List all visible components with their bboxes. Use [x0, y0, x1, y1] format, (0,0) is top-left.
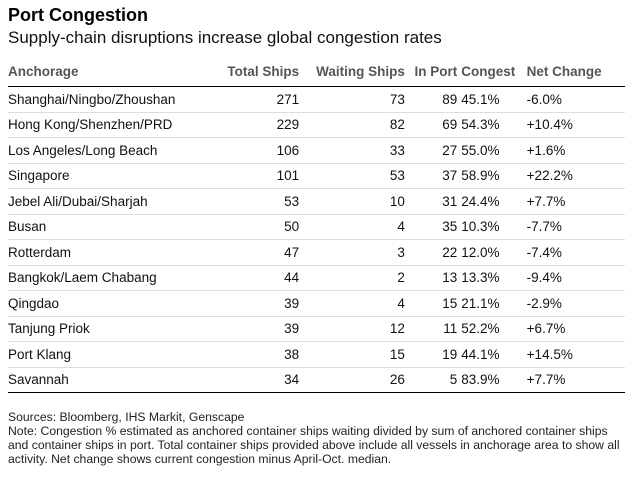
- cell-in-port: 27: [404, 137, 458, 164]
- cell-net-change: -2.9%: [522, 290, 625, 317]
- cell-total-ships: 38: [210, 341, 300, 368]
- cell-total-ships: 271: [210, 86, 300, 113]
- cell-in-port: 35: [404, 214, 458, 240]
- cell-anchorage: Savannah: [8, 367, 211, 393]
- cell-congest: 21.1%: [457, 290, 523, 317]
- cell-total-ships: 53: [210, 188, 300, 215]
- cell-anchorage: Rotterdam: [8, 239, 211, 266]
- cell-net-change: +7.7%: [522, 188, 625, 215]
- table-body: Shanghai/Ningbo/Zhoushan 271 73 89 45.1% -6.0…: [8, 86, 625, 393]
- cell-anchorage: Los Angeles/Long Beach: [8, 137, 211, 164]
- table-row: Jebel Ali/Dubai/Sharjah 53 10 31 24.4% +7.7%: [8, 188, 625, 215]
- cell-total-ships: 44: [210, 265, 300, 291]
- cell-congest: 24.4%: [457, 188, 523, 215]
- cell-congest: 13.3%: [457, 265, 523, 291]
- cell-waiting-ships: 53: [299, 163, 405, 189]
- table-row: Port Klang 38 15 19 44.1% +14.5%: [8, 341, 625, 368]
- cell-net-change: +7.7%: [522, 367, 625, 393]
- table-row: Tanjung Priok 39 12 11 52.2% +6.7%: [8, 316, 625, 342]
- cell-anchorage: Bangkok/Laem Chabang: [8, 265, 211, 291]
- table-row: Los Angeles/Long Beach 106 33 27 55.0% +1.6%: [8, 137, 625, 164]
- chart-subtitle: Supply-chain disruptions increase global…: [8, 28, 442, 47]
- cell-congest: 44.1%: [457, 341, 523, 368]
- sources-text: Sources: Bloomberg, IHS Markit, Genscape: [8, 410, 245, 424]
- cell-congest: 54.3%: [457, 112, 523, 138]
- cell-total-ships: 39: [210, 290, 300, 317]
- cell-net-change: +1.6%: [522, 137, 625, 164]
- cell-in-port: 19: [404, 341, 458, 368]
- cell-anchorage: Busan: [8, 214, 211, 240]
- cell-waiting-ships: 4: [299, 214, 405, 240]
- cell-congest: 55.0%: [457, 137, 523, 164]
- cell-anchorage: Shanghai/Ningbo/Zhoushan: [8, 86, 211, 113]
- table-row: Rotterdam 47 3 22 12.0% -7.4%: [8, 239, 625, 266]
- cell-in-port: 13: [404, 265, 458, 291]
- congestion-table: Anchorage Total Ships Waiting Ships In P…: [8, 62, 625, 393]
- cell-net-change: -9.4%: [522, 265, 625, 291]
- table-row: Savannah 34 26 5 83.9% +7.7%: [8, 367, 625, 393]
- cell-anchorage: Port Klang: [8, 341, 211, 368]
- cell-net-change: +6.7%: [522, 316, 625, 342]
- table-row: Qingdao 39 4 15 21.1% -2.9%: [8, 290, 625, 317]
- cell-net-change: -7.4%: [522, 239, 625, 266]
- cell-net-change: +22.2%: [522, 163, 625, 189]
- cell-net-change: -6.0%: [522, 86, 625, 113]
- cell-waiting-ships: 12: [299, 316, 405, 342]
- cell-total-ships: 50: [210, 214, 300, 240]
- cell-waiting-ships: 3: [299, 239, 405, 266]
- column-header-net-change: Net Change: [522, 62, 625, 87]
- column-header-congest: Congest: [457, 62, 523, 87]
- cell-total-ships: 39: [210, 316, 300, 342]
- cell-net-change: +14.5%: [522, 341, 625, 368]
- cell-in-port: 22: [404, 239, 458, 266]
- cell-congest: 83.9%: [457, 367, 523, 393]
- cell-waiting-ships: 26: [299, 367, 405, 393]
- cell-congest: 58.9%: [457, 163, 523, 189]
- table-row: Bangkok/Laem Chabang 44 2 13 13.3% -9.4%: [8, 265, 625, 291]
- cell-in-port: 31: [404, 188, 458, 215]
- cell-in-port: 37: [404, 163, 458, 189]
- column-header-anchorage: Anchorage: [8, 62, 211, 87]
- cell-waiting-ships: 10: [299, 188, 405, 215]
- cell-anchorage: Jebel Ali/Dubai/Sharjah: [8, 188, 211, 215]
- table-header-row: Anchorage Total Ships Waiting Ships In P…: [8, 62, 625, 87]
- cell-total-ships: 106: [210, 137, 300, 164]
- cell-total-ships: 229: [210, 112, 300, 138]
- note-text: Note: Congestion % estimated as anchored…: [8, 424, 620, 466]
- table-row: Hong Kong/Shenzhen/PRD 229 82 69 54.3% +10.4%: [8, 112, 625, 138]
- cell-in-port: 5: [404, 367, 458, 393]
- cell-net-change: +10.4%: [522, 112, 625, 138]
- cell-net-change: -7.7%: [522, 214, 625, 240]
- cell-in-port: 11: [404, 316, 458, 342]
- cell-congest: 12.0%: [457, 239, 523, 266]
- cell-waiting-ships: 82: [299, 112, 405, 138]
- cell-waiting-ships: 2: [299, 265, 405, 291]
- column-header-total-ships: Total Ships: [210, 62, 300, 87]
- cell-anchorage: Qingdao: [8, 290, 211, 317]
- cell-anchorage: Singapore: [8, 163, 211, 189]
- cell-congest: 45.1%: [457, 86, 523, 113]
- cell-congest: 52.2%: [457, 316, 523, 342]
- chart-footer: Sources: Bloomberg, IHS Markit, Genscape…: [8, 410, 628, 466]
- cell-in-port: 69: [404, 112, 458, 138]
- cell-anchorage: Tanjung Priok: [8, 316, 211, 342]
- table-row: Singapore 101 53 37 58.9% +22.2%: [8, 163, 625, 189]
- cell-total-ships: 47: [210, 239, 300, 266]
- column-header-waiting-ships: Waiting Ships: [299, 62, 405, 87]
- cell-waiting-ships: 33: [299, 137, 405, 164]
- cell-in-port: 89: [404, 86, 458, 113]
- cell-waiting-ships: 15: [299, 341, 405, 368]
- table-row: Busan 50 4 35 10.3% -7.7%: [8, 214, 625, 240]
- cell-total-ships: 34: [210, 367, 300, 393]
- cell-anchorage: Hong Kong/Shenzhen/PRD: [8, 112, 211, 138]
- table-row: Shanghai/Ningbo/Zhoushan 271 73 89 45.1% -6.0…: [8, 86, 625, 113]
- cell-in-port: 15: [404, 290, 458, 317]
- column-header-in-port: In Port: [404, 62, 458, 87]
- chart-title: Port Congestion: [8, 5, 148, 25]
- cell-congest: 10.3%: [457, 214, 523, 240]
- cell-waiting-ships: 4: [299, 290, 405, 317]
- cell-total-ships: 101: [210, 163, 300, 189]
- cell-waiting-ships: 73: [299, 86, 405, 113]
